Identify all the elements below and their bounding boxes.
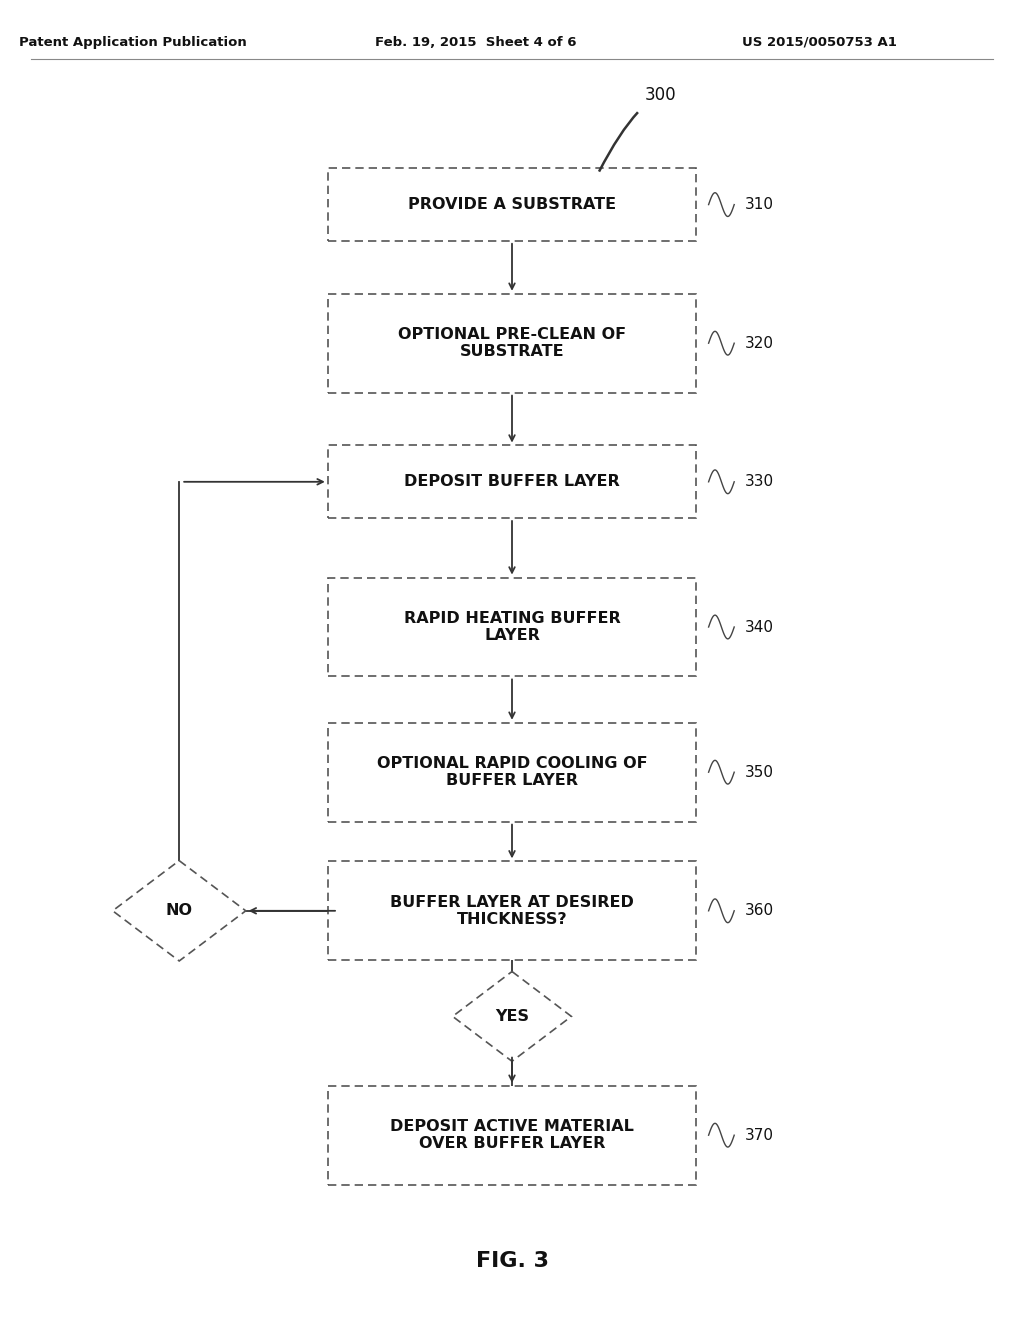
Text: 340: 340 [744,619,773,635]
Text: 350: 350 [744,764,773,780]
FancyBboxPatch shape [328,168,696,242]
Text: 370: 370 [744,1127,773,1143]
Text: DEPOSIT BUFFER LAYER: DEPOSIT BUFFER LAYER [404,474,620,490]
Polygon shape [453,972,571,1061]
Text: 300: 300 [645,86,677,104]
Text: 320: 320 [744,335,773,351]
Text: Patent Application Publication: Patent Application Publication [19,36,247,49]
Polygon shape [113,861,246,961]
Text: RAPID HEATING BUFFER
LAYER: RAPID HEATING BUFFER LAYER [403,611,621,643]
Text: DEPOSIT ACTIVE MATERIAL
OVER BUFFER LAYER: DEPOSIT ACTIVE MATERIAL OVER BUFFER LAYE… [390,1119,634,1151]
Text: NO: NO [166,903,193,919]
Text: 360: 360 [744,903,773,919]
Text: US 2015/0050753 A1: US 2015/0050753 A1 [741,36,897,49]
FancyBboxPatch shape [328,1085,696,1185]
Text: OPTIONAL PRE-CLEAN OF
SUBSTRATE: OPTIONAL PRE-CLEAN OF SUBSTRATE [398,327,626,359]
Text: 330: 330 [744,474,773,490]
Text: OPTIONAL RAPID COOLING OF
BUFFER LAYER: OPTIONAL RAPID COOLING OF BUFFER LAYER [377,756,647,788]
Text: 310: 310 [744,197,773,213]
FancyBboxPatch shape [328,445,696,517]
Text: FIG. 3: FIG. 3 [475,1250,549,1271]
Text: PROVIDE A SUBSTRATE: PROVIDE A SUBSTRATE [408,197,616,213]
Text: BUFFER LAYER AT DESIRED
THICKNESS?: BUFFER LAYER AT DESIRED THICKNESS? [390,895,634,927]
FancyBboxPatch shape [328,722,696,821]
FancyBboxPatch shape [328,861,696,961]
FancyBboxPatch shape [328,578,696,676]
Text: Feb. 19, 2015  Sheet 4 of 6: Feb. 19, 2015 Sheet 4 of 6 [376,36,577,49]
Text: YES: YES [495,1008,529,1024]
FancyBboxPatch shape [328,294,696,393]
